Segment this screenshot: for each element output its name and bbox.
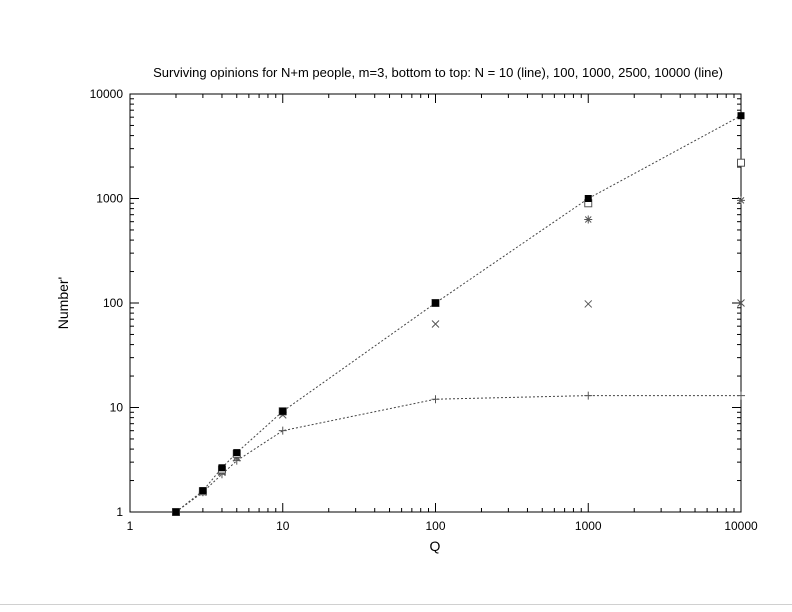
series-5-point bbox=[584, 195, 592, 202]
series-2-point bbox=[584, 300, 593, 308]
series-1-line bbox=[175, 395, 741, 513]
series-5-point bbox=[218, 464, 226, 472]
series-3-point bbox=[737, 196, 745, 205]
series-5-point bbox=[172, 508, 180, 516]
series-3-point bbox=[584, 215, 593, 224]
series-lines bbox=[175, 115, 742, 513]
series-5-point bbox=[279, 407, 287, 415]
x-tick-label: 1 bbox=[127, 519, 134, 533]
series-2-point bbox=[737, 299, 745, 307]
x-tick-label: 100 bbox=[425, 519, 445, 533]
x-tick-label: 10000 bbox=[724, 519, 758, 533]
series-1-point bbox=[278, 426, 287, 435]
x-tick-label: 10 bbox=[276, 519, 290, 533]
y-tick-label: 10000 bbox=[90, 87, 124, 101]
y-tick-label: 1000 bbox=[96, 192, 123, 206]
series-5-point bbox=[199, 487, 207, 495]
series-5-point bbox=[432, 299, 439, 307]
x-tick-label: 1000 bbox=[575, 519, 602, 533]
series-1-point bbox=[431, 395, 440, 404]
series-1-point bbox=[737, 391, 745, 400]
series-4-point bbox=[737, 158, 745, 167]
chart-title: Surviving opinions for N+m people, m=3, … bbox=[153, 65, 723, 80]
y-tick-label: 100 bbox=[103, 296, 123, 310]
axis-ticks: 1 10 100 1000 10000 1 10 100 1000 10000 bbox=[90, 87, 758, 533]
data-points bbox=[171, 112, 745, 516]
series-5-point bbox=[233, 449, 241, 457]
series-5-line bbox=[175, 115, 742, 513]
series-1-point bbox=[584, 391, 593, 400]
series-5-point bbox=[737, 112, 745, 120]
series-2-point bbox=[431, 320, 440, 328]
y-tick-label: 10 bbox=[110, 401, 124, 415]
y-axis-label: Number' bbox=[55, 277, 71, 329]
x-axis-label: Q bbox=[430, 538, 441, 554]
y-tick-label: 1 bbox=[116, 505, 123, 519]
page-divider bbox=[0, 604, 792, 605]
